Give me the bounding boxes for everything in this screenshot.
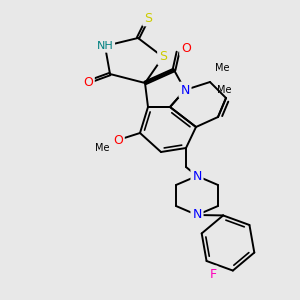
Text: O: O [181,41,191,55]
Text: N: N [192,169,202,182]
Text: Me: Me [95,143,109,153]
Text: N: N [192,208,202,221]
Text: F: F [209,268,217,281]
Text: S: S [144,11,152,25]
Text: Me: Me [215,63,229,73]
Text: S: S [159,50,167,64]
Text: NH: NH [97,41,113,51]
Text: O: O [83,76,93,88]
Text: Me: Me [217,85,231,95]
Text: N: N [180,83,190,97]
Text: O: O [113,134,123,146]
